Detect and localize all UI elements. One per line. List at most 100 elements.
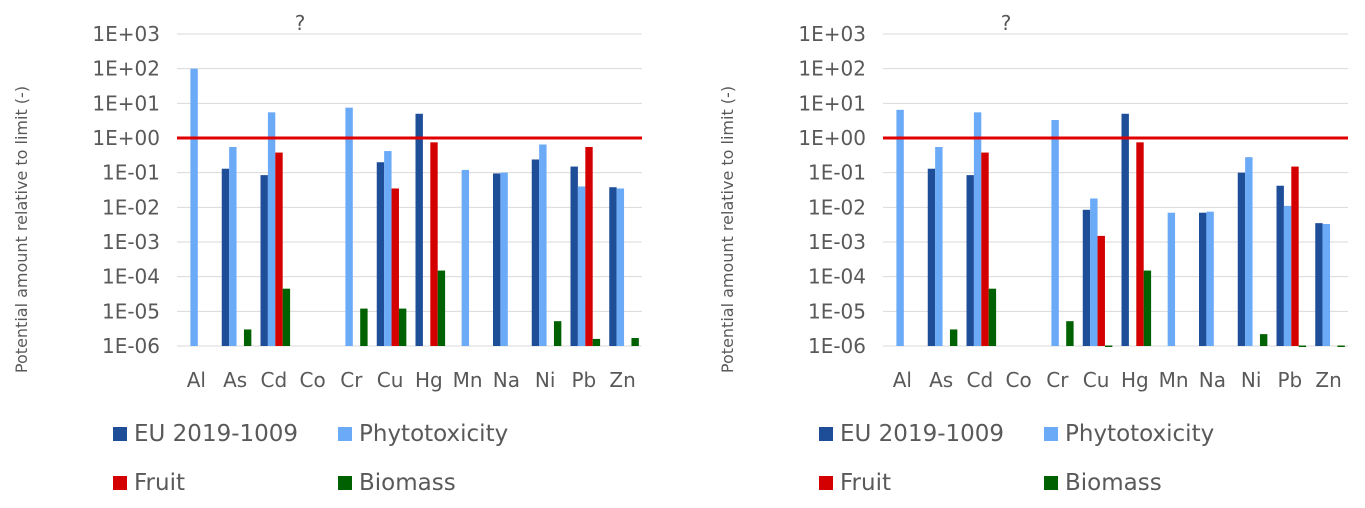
bar-phyto [345, 107, 353, 346]
bar-eu [531, 159, 540, 346]
legend-swatch-phyto [338, 427, 352, 441]
x-tick-label: Cu [1083, 368, 1110, 392]
x-tick-label: As [223, 368, 247, 392]
y-axis-title: Potential amount relative to limit (-) [12, 86, 31, 373]
bar-biomass [1143, 270, 1152, 346]
bar-eu [570, 166, 578, 346]
chart-left-svg: 1E-06 1E-05 1E-04 1E-03 1E-02 1E-01 1E+00 1E+01… [12, 11, 642, 392]
bar-eu [1082, 209, 1091, 346]
y-tick-label: 1E+02 [798, 57, 866, 81]
legend-item-eu: EU 2019-1009 [819, 421, 1004, 447]
x-tick-label: Hg [1121, 368, 1149, 392]
y-tick-label: 1E+03 [92, 22, 160, 46]
bar-fruit [1136, 142, 1144, 346]
bar-fruit [430, 142, 438, 346]
y-tick-label: 1E-02 [102, 195, 160, 219]
bar-phyto [500, 172, 508, 346]
x-tick-label: Ni [1241, 368, 1262, 392]
legend-label-biomass: Biomass [359, 470, 456, 496]
y-tick-label: 1E-03 [102, 230, 160, 254]
x-tick-label: Co [1006, 368, 1032, 392]
x-tick-label: Pb [571, 368, 596, 392]
y-tick-label: 1E-05 [808, 299, 866, 323]
x-tick-label: Cr [1046, 368, 1069, 392]
y-tick-label: 1E-05 [102, 299, 160, 323]
y-tick-label: 1E-04 [102, 265, 160, 289]
bar-biomass [360, 308, 368, 346]
legend-item-fruit: Fruit [819, 470, 891, 496]
y-tick-label: 1E-01 [808, 161, 866, 185]
bar-eu [376, 162, 385, 346]
bar-biomass [1104, 345, 1113, 347]
legend-item-eu: EU 2019-1009 [113, 421, 298, 447]
bar-biomass [1259, 334, 1268, 346]
legend-swatch-eu [819, 427, 833, 441]
y-tick-label: 1E+00 [92, 126, 160, 150]
bar-phyto [973, 112, 982, 346]
x-tick-label: Cd [967, 368, 994, 392]
x-tick-label: Mn [1159, 368, 1189, 392]
x-tick-label: Cu [377, 368, 404, 392]
chart-right-svg: 1E-06 1E-05 1E-04 1E-03 1E-02 1E-01 1E+00 1E+01… [718, 11, 1348, 392]
x-tick-label: Al [187, 368, 206, 392]
x-tick-label: Pb [1277, 368, 1302, 392]
bar-biomass [988, 288, 997, 346]
legend-left: EU 2019-1009 Phytotoxicity Fruit Biomass [113, 418, 573, 508]
bar-biomass [949, 329, 958, 346]
y-tick-label: 1E+02 [92, 57, 160, 81]
y-tick-label: 1E-02 [808, 195, 866, 219]
bar-phyto [935, 147, 943, 346]
bar-biomass [437, 270, 446, 346]
bar-biomass [282, 288, 291, 346]
chart-panel-right: 1E-06 1E-05 1E-04 1E-03 1E-02 1E-01 1E+00 1E+01… [706, 0, 1365, 507]
bar-eu [966, 175, 974, 346]
bar-eu [927, 168, 936, 346]
chart-title: ? [295, 11, 306, 35]
x-tick-label: Cr [340, 368, 363, 392]
y-tick-label: 1E-06 [102, 334, 160, 358]
legend-label-fruit: Fruit [134, 470, 185, 496]
bar-eu [1315, 223, 1323, 346]
legend-label-eu: EU 2019-1009 [134, 421, 299, 447]
bar-phyto [229, 147, 237, 346]
chart-title: ? [1001, 11, 1012, 35]
bar-phyto [461, 169, 470, 346]
legend-label-fruit: Fruit [840, 470, 891, 496]
bar-phyto [616, 188, 625, 346]
x-tick-label: Ni [535, 368, 556, 392]
bar-phyto [1206, 211, 1214, 346]
legend-label-eu: EU 2019-1009 [840, 421, 1005, 447]
bar-fruit [1097, 235, 1105, 346]
y-axis-title: Potential amount relative to limit (-) [718, 86, 737, 373]
y-tick-label: 1E+00 [798, 126, 866, 150]
legend-swatch-phyto [1044, 427, 1058, 441]
x-tick-label: As [929, 368, 953, 392]
bar-phyto [1090, 198, 1098, 346]
bar-fruit [1291, 166, 1299, 346]
x-tick-label: Mn [453, 368, 483, 392]
x-tick-label: Co [300, 368, 326, 392]
legend-label-phyto: Phytotoxicity [359, 421, 509, 447]
legend-item-fruit: Fruit [113, 470, 185, 496]
bar-biomass [1066, 321, 1074, 346]
x-tick-label: Na [493, 368, 520, 392]
chart-panel-left: 1E-06 1E-05 1E-04 1E-03 1E-02 1E-01 1E+00 1E+01… [0, 0, 682, 507]
x-tick-label: Zn [1315, 368, 1341, 392]
bar-phyto [1283, 205, 1292, 346]
legend-swatch-biomass [1044, 476, 1058, 490]
bar-biomass [1337, 345, 1345, 347]
bar-eu [260, 175, 268, 346]
y-tick-label: 1E-01 [102, 161, 160, 185]
bar-biomass [553, 321, 562, 346]
bar-phyto [384, 151, 392, 346]
bar-phyto [267, 112, 276, 346]
legend-item-phyto: Phytotoxicity [338, 421, 508, 447]
bar-eu [609, 187, 617, 346]
bar-phyto [190, 68, 198, 347]
legend-item-phyto: Phytotoxicity [1044, 421, 1214, 447]
y-tick-label: 1E+01 [798, 91, 866, 115]
bar-eu [1199, 212, 1207, 346]
legend-label-biomass: Biomass [1065, 470, 1162, 496]
legend-item-biomass: Biomass [338, 470, 456, 496]
x-tick-label: Zn [609, 368, 635, 392]
